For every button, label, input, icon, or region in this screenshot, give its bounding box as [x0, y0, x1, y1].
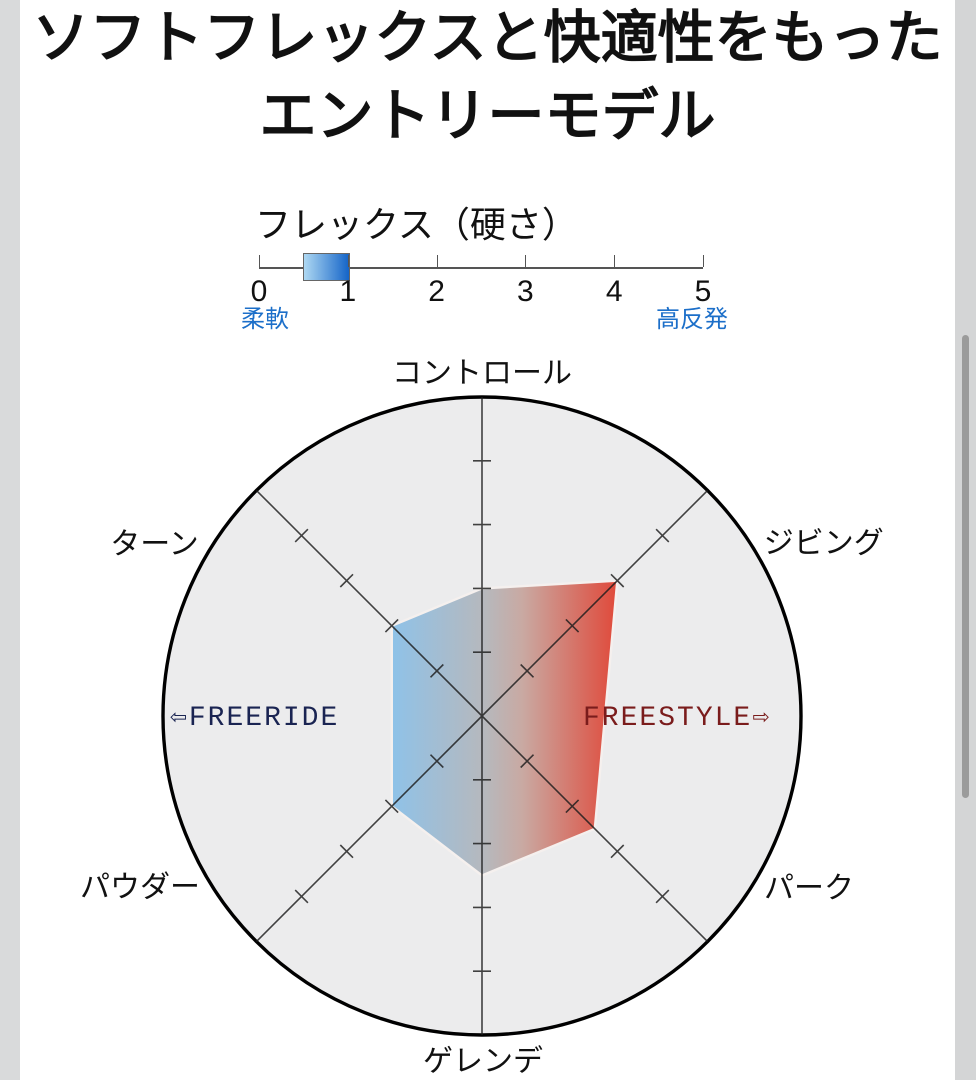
svg-text:パーク: パーク: [764, 872, 854, 905]
svg-text:ターン: ターン: [110, 528, 199, 561]
svg-text:ゲレンデ: ゲレンデ: [423, 1045, 543, 1078]
svg-text:FREESTYLE⇨: FREESTYLE⇨: [583, 703, 771, 734]
svg-text:⇦FREERIDE: ⇦FREERIDE: [170, 703, 339, 734]
svg-text:ジビング: ジビング: [764, 527, 884, 560]
svg-text:パウダー: パウダー: [80, 871, 200, 904]
svg-text:コントロール: コントロール: [392, 357, 572, 390]
